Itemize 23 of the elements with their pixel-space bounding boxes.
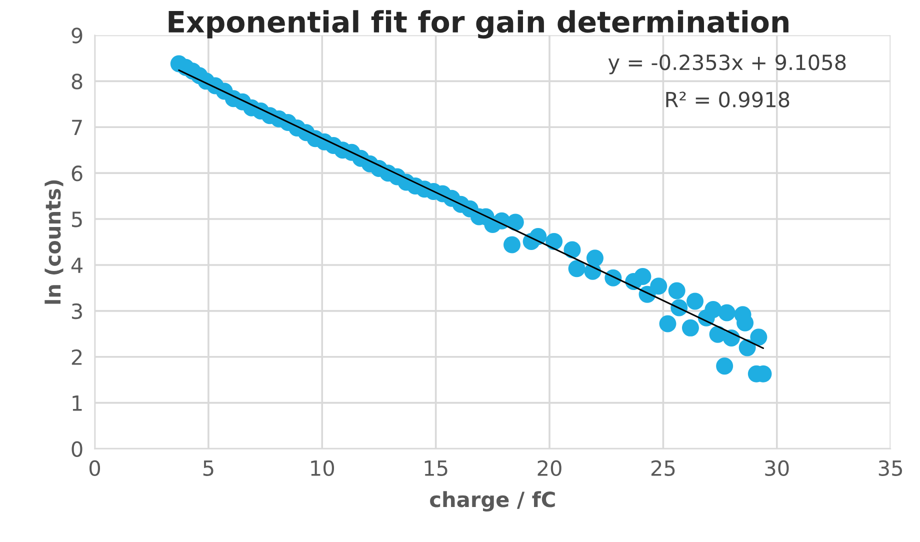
y-tick-label: 7 bbox=[72, 120, 82, 136]
y-tick-label: 2 bbox=[72, 349, 82, 365]
y-tick-label: 1 bbox=[72, 396, 82, 411]
y-tick-label: 5 bbox=[72, 212, 82, 228]
x-tick-label: 0 bbox=[90, 460, 100, 476]
y-tick-label: 3 bbox=[72, 303, 82, 320]
x-tick-label: 5 bbox=[203, 460, 214, 476]
y-tick-label: 6 bbox=[72, 166, 82, 182]
y-tick-label: 4 bbox=[71, 258, 82, 273]
x-tick-label: 15 bbox=[424, 460, 448, 476]
annotation: R² = 0.9918 bbox=[666, 92, 790, 108]
x-tick-label: 20 bbox=[538, 460, 562, 476]
chart-title: Exponential fit for gain determination bbox=[168, 10, 788, 39]
x-tick-label: 10 bbox=[311, 460, 334, 476]
y-axis-title: ln (counts) bbox=[44, 180, 64, 304]
y-tick-label: 0 bbox=[72, 441, 82, 457]
annotation: y = -0.2353x + 9.1058 bbox=[608, 54, 846, 74]
x-axis-title: charge / fC bbox=[430, 491, 555, 512]
x-tick-label: 25 bbox=[651, 460, 675, 476]
x-tick-label: 35 bbox=[878, 460, 902, 476]
y-tick-label: 8 bbox=[72, 74, 82, 90]
y-tick-label: 9 bbox=[72, 28, 82, 44]
x-tick-label: 30 bbox=[765, 460, 789, 476]
